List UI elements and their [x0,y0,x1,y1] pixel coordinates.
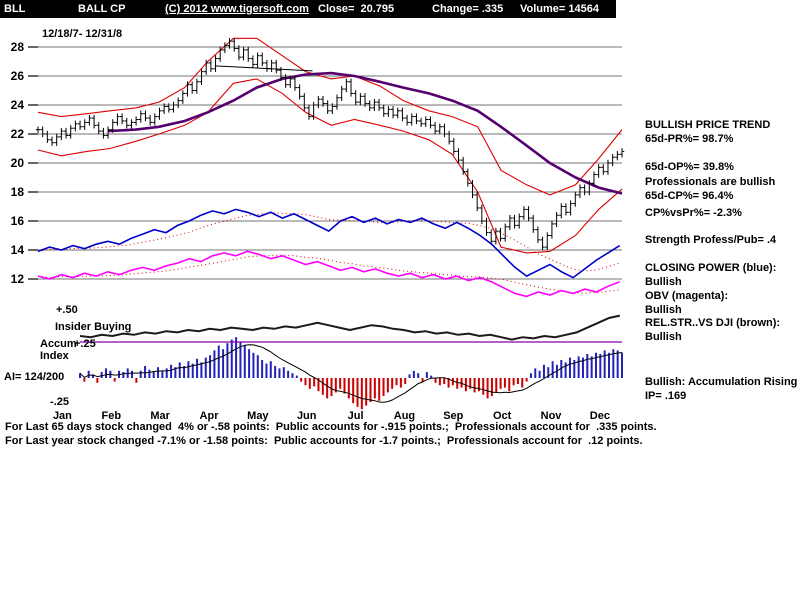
accum-index-label-line2: Index [40,350,69,362]
pr-percent-value: 65d-PR%= 98.7% [645,133,734,145]
rel-strength-line [79,314,621,341]
professionals-status: Professionals are bullish [645,176,776,188]
trendline [214,65,313,72]
obv-ma-dotted [37,254,620,294]
month-label: May [247,410,269,422]
accum-ma-line [79,344,623,403]
title-bar: BLL BALL CP (C) 2012 www.tigersoft.com C… [0,0,616,18]
obv-status: Bullish [645,304,682,316]
month-label: Mar [150,410,170,422]
change-value: Change= .335 [432,3,504,15]
closing-power-line [37,208,621,279]
price-tick-label: 18 [11,185,25,199]
summary-1year: For Last year stock changed -7.1% or -1.… [5,435,643,447]
price-tick-label: 14 [11,243,25,257]
accumulation-status: Bullish: Accumulation Rising [645,376,798,388]
insider-buying-label: Insider Buying [55,321,132,333]
price-tick-label: 22 [11,127,25,141]
date-range: 12/18/7- 12/31/8 [42,28,123,40]
month-label: Feb [102,410,122,422]
closing-power-status: Bullish [645,276,682,288]
month-label: Jul [348,410,364,422]
upper-band-line [37,37,623,196]
lower-axis-tick-plus25: +.25 [74,338,96,350]
price-trend-status: BULLISH PRICE TREND [645,119,771,131]
price-tick-label: 28 [11,40,25,54]
copyright-link[interactable]: (C) 2012 www.tigersoft.com [165,3,309,15]
cp-vs-pr-value: CP%vsPr%= -2.3% [645,207,742,219]
op-percent-value: 65d-OP%= 39.8% [645,161,734,173]
stock-name: BALL CP [78,3,126,15]
ticker-symbol: BLL [4,3,26,15]
month-label: Oct [493,410,512,422]
ip-value: IP= .169 [645,390,687,402]
lower-axis-tick-minus25: -.25 [50,396,69,408]
obv-line [37,250,620,298]
price-tick-label: 26 [11,69,25,83]
price-chart-canvas: 28 26 24 22 20 18 16 14 12 Jan Feb Mar Apr May Jun Jul A… [11,37,625,422]
price-ma-line [107,71,623,195]
month-label: Sep [443,410,463,422]
rel-strength-title: REL.STR..VS DJI (brown): [645,317,781,329]
price-tick-label: 20 [11,156,25,170]
strength-ratio-value: Strength Profess/Pub= .4 [645,234,777,246]
summary-65day: For Last 65 days stock changed 4% or -.5… [5,421,657,433]
cp-percent-value: 65d-CP%= 96.4% [645,190,734,202]
month-label: Dec [590,410,610,422]
closing-power-title: CLOSING POWER (blue): [645,262,777,274]
month-label: Aug [394,410,415,422]
close-value: Close= 20.795 [318,3,395,15]
lower-band-line [37,78,623,254]
rel-strength-status: Bullish [645,331,682,343]
month-label: Nov [541,410,563,422]
price-tick-label: 24 [11,98,25,112]
volume-value: Volume= 14564 [520,3,599,15]
month-label: Jan [53,410,72,422]
month-label: Apr [200,410,220,422]
accum-index-label-line1: Accum [40,338,77,350]
obv-title: OBV (magenta): [645,290,729,302]
price-tick-label: 16 [11,214,25,228]
month-label: Jun [297,410,317,422]
accum-index-reading: AI= 124/200 [4,371,65,383]
price-tick-label: 12 [11,272,25,286]
lower-axis-tick-plus50: +.50 [56,304,78,316]
